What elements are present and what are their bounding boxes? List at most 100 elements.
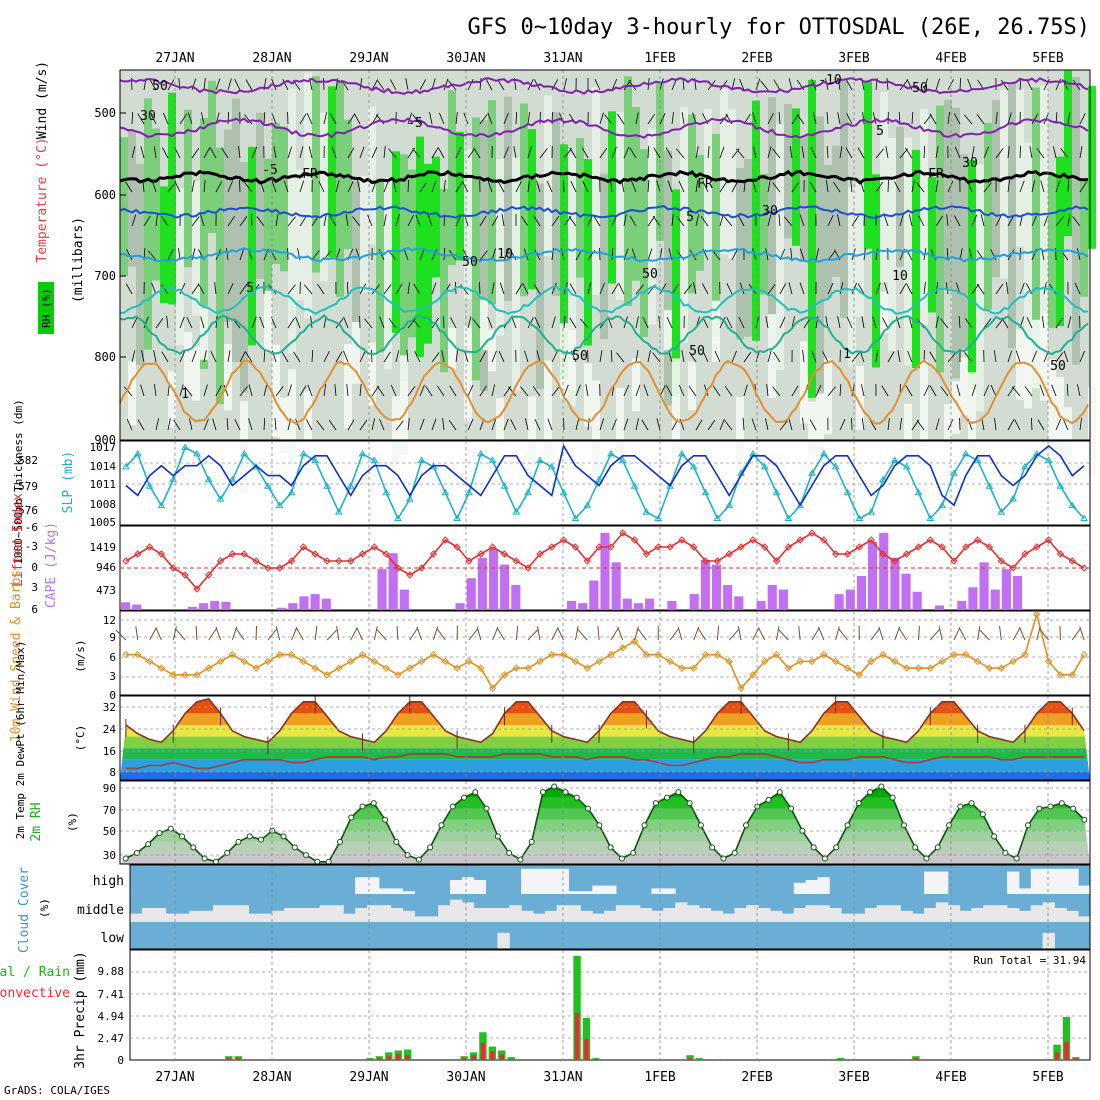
cloud-high-cell bbox=[378, 888, 392, 894]
lifted-index-marker bbox=[193, 585, 201, 593]
cloud-high-cell bbox=[367, 877, 380, 894]
wind-barb bbox=[954, 146, 961, 159]
rh-2m-marker bbox=[472, 789, 479, 796]
rh-2m-marker bbox=[133, 849, 140, 856]
rh-2m-marker bbox=[652, 800, 659, 807]
wind-speed-marker bbox=[559, 650, 568, 659]
wind-barb bbox=[245, 351, 253, 363]
wind-barb bbox=[929, 351, 937, 363]
cloud-high-cell bbox=[568, 891, 581, 894]
wind-speed-marker bbox=[879, 650, 887, 659]
wind-barb bbox=[676, 216, 685, 227]
wind-barb bbox=[875, 181, 884, 193]
wind-barb bbox=[652, 352, 661, 363]
rh-band bbox=[120, 852, 1090, 864]
wind-speed-marker bbox=[1056, 671, 1065, 679]
wind-barb bbox=[666, 385, 673, 397]
wind-speed-line bbox=[125, 611, 1085, 690]
contour-label: 50 bbox=[572, 349, 588, 364]
rh-shading-column bbox=[640, 149, 648, 337]
wind-barb bbox=[533, 215, 541, 227]
rh-shading-column bbox=[408, 169, 416, 338]
rh-shading-column bbox=[704, 109, 712, 251]
wind-barb bbox=[923, 282, 926, 295]
wind-barb bbox=[1026, 316, 1033, 329]
wind-barb bbox=[479, 385, 487, 397]
wind-barb bbox=[520, 386, 529, 397]
rh-shading-column bbox=[624, 76, 632, 306]
wind-speed-marker bbox=[902, 664, 911, 672]
lifted-index-marker bbox=[228, 550, 237, 558]
cloud-middle-cell bbox=[248, 913, 261, 922]
wind-speed-marker bbox=[607, 650, 615, 659]
wind-barb bbox=[155, 318, 164, 329]
wind-barb bbox=[958, 316, 961, 329]
wind-barb bbox=[790, 248, 793, 261]
wind-barb bbox=[245, 79, 253, 91]
wind-barb-10m bbox=[577, 629, 588, 641]
cloud-middle-cell bbox=[1066, 910, 1079, 922]
wind-barb bbox=[215, 181, 223, 193]
wind-barb bbox=[772, 148, 781, 159]
cloud-high-cell bbox=[521, 868, 534, 894]
wind-barb bbox=[815, 384, 822, 397]
slp-marker bbox=[405, 495, 414, 502]
wind-barb bbox=[371, 385, 380, 397]
wind-barb bbox=[883, 214, 889, 227]
rh-2m-marker bbox=[720, 855, 727, 862]
wind-barb bbox=[678, 384, 685, 397]
wind-barb-10m bbox=[557, 627, 565, 641]
wind-barb-10m bbox=[496, 627, 505, 641]
slp-marker bbox=[240, 449, 249, 457]
precip-label-total: Total / Rain bbox=[0, 965, 70, 980]
lifted-index-marker bbox=[477, 550, 485, 558]
chart-title: GFS 0~10day 3-hourly for OTTOSDAL (26E, … bbox=[467, 15, 1090, 40]
temp-unit: (°C) bbox=[74, 725, 87, 752]
wind-speed-marker bbox=[382, 664, 390, 672]
wind-speed-marker bbox=[216, 657, 225, 666]
wind-speed-marker bbox=[370, 657, 379, 666]
wind-barb bbox=[226, 418, 229, 431]
wind-barb bbox=[752, 180, 757, 193]
wind-speed-marker bbox=[157, 664, 166, 672]
wind-barb-10m bbox=[1079, 626, 1085, 641]
cloud-middle-cell bbox=[758, 908, 771, 922]
rh-2m-marker bbox=[427, 844, 434, 851]
wind-barb bbox=[851, 384, 855, 397]
rh-tick-label: 30 bbox=[103, 849, 116, 862]
wind-barb bbox=[1052, 146, 1057, 159]
rh-shading-column bbox=[632, 107, 640, 281]
cape-bar bbox=[778, 589, 788, 610]
rh-shading-column bbox=[808, 401, 816, 456]
rh-shading-column bbox=[720, 87, 728, 255]
wind-barb bbox=[221, 147, 229, 159]
wind-barb bbox=[533, 283, 541, 295]
wind-barb bbox=[263, 349, 266, 363]
rh-shading-column bbox=[1088, 386, 1096, 476]
rh-2m-marker bbox=[257, 836, 264, 843]
wind-speed-marker bbox=[536, 657, 544, 666]
rh-shading-column bbox=[128, 130, 136, 267]
rh-shading-column bbox=[688, 114, 696, 294]
rh-2m-marker bbox=[991, 833, 998, 840]
wind-barb bbox=[527, 146, 532, 159]
wind-barb bbox=[994, 418, 997, 431]
wind-speed-marker bbox=[855, 671, 864, 679]
precip-convective-bar bbox=[226, 1058, 232, 1060]
wind-barb bbox=[839, 418, 846, 431]
temperature-contour bbox=[119, 285, 1089, 315]
precip-convective-bar bbox=[1054, 1052, 1060, 1060]
wind-barb bbox=[415, 214, 421, 227]
wind-barb bbox=[983, 318, 992, 329]
wind-barb bbox=[884, 282, 889, 295]
rh-2m-marker bbox=[900, 822, 907, 829]
lifted-index-marker bbox=[879, 550, 887, 558]
wind-speed-marker bbox=[737, 684, 745, 692]
wind-barb bbox=[995, 215, 1002, 227]
wind-barb bbox=[719, 214, 724, 227]
slp-marker bbox=[122, 462, 130, 470]
wind-barb bbox=[419, 418, 425, 431]
rh-shading-column bbox=[240, 401, 248, 493]
precip-convective-bar bbox=[480, 1042, 486, 1060]
wind-barb bbox=[635, 316, 639, 329]
